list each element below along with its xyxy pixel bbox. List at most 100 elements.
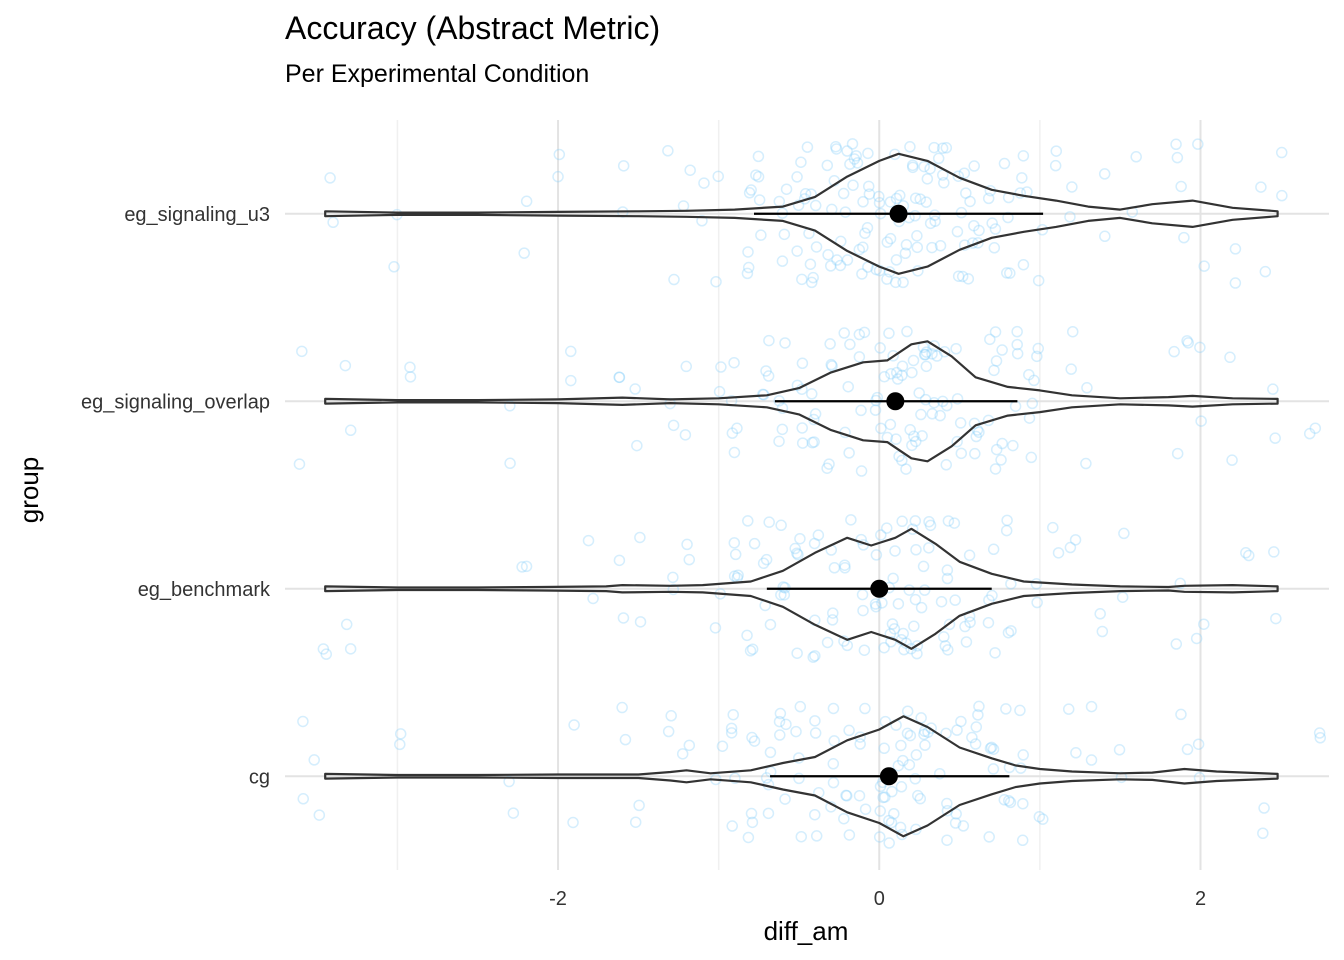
data-point bbox=[925, 722, 937, 734]
data-point bbox=[796, 273, 808, 286]
data-point bbox=[507, 807, 520, 819]
data-point bbox=[928, 396, 940, 409]
data-point bbox=[890, 433, 902, 445]
data-point bbox=[918, 728, 930, 741]
data-point bbox=[988, 364, 1000, 377]
data-point bbox=[791, 171, 803, 183]
data-point bbox=[909, 515, 922, 527]
y-tick-label: eg_benchmark bbox=[138, 579, 271, 601]
data-point bbox=[667, 571, 679, 584]
data-point bbox=[924, 519, 937, 532]
data-point bbox=[897, 627, 909, 640]
data-point bbox=[1002, 211, 1014, 224]
data-point bbox=[968, 160, 980, 172]
data-point bbox=[924, 162, 936, 175]
data-point bbox=[884, 232, 897, 245]
data-point bbox=[1182, 337, 1194, 349]
data-point bbox=[998, 794, 1011, 806]
data-point bbox=[795, 830, 808, 843]
data-point bbox=[729, 772, 741, 784]
data-point bbox=[870, 549, 883, 561]
data-point bbox=[884, 418, 897, 431]
data-point bbox=[883, 837, 895, 849]
data-point bbox=[394, 728, 407, 740]
data-point bbox=[827, 607, 839, 619]
data-point bbox=[942, 515, 955, 527]
data-point bbox=[633, 799, 645, 812]
data-point bbox=[824, 260, 837, 272]
data-point bbox=[613, 371, 626, 384]
data-point bbox=[941, 834, 953, 846]
data-point bbox=[959, 620, 971, 633]
data-point bbox=[683, 739, 696, 752]
y-axis-title: group bbox=[14, 457, 44, 524]
data-point bbox=[732, 569, 744, 581]
data-point bbox=[888, 807, 900, 820]
data-point bbox=[906, 366, 918, 379]
data-point bbox=[883, 814, 895, 827]
y-axis-ticks: eg_signaling_u3 eg_signaling_overlap eg_be… bbox=[81, 204, 271, 789]
data-point bbox=[968, 219, 980, 232]
data-point bbox=[729, 548, 742, 561]
data-point bbox=[907, 161, 919, 174]
data-point bbox=[1240, 547, 1252, 559]
data-point bbox=[850, 150, 862, 162]
data-point bbox=[1017, 258, 1030, 271]
data-point bbox=[877, 791, 889, 804]
data-point bbox=[895, 781, 908, 793]
data-point bbox=[504, 457, 516, 470]
data-point bbox=[1313, 727, 1326, 739]
data-point bbox=[801, 141, 814, 153]
data-point bbox=[878, 641, 890, 654]
data-point bbox=[871, 391, 884, 404]
data-point bbox=[918, 584, 931, 596]
data-point bbox=[989, 223, 1002, 235]
data-point bbox=[879, 791, 891, 803]
data-point bbox=[915, 601, 928, 614]
data-point bbox=[896, 360, 909, 372]
data-point bbox=[989, 326, 1002, 338]
chart-title: Accuracy (Abstract Metric) bbox=[285, 10, 660, 46]
data-point bbox=[567, 816, 579, 829]
data-point bbox=[774, 729, 786, 741]
data-point bbox=[834, 259, 847, 272]
data-point bbox=[857, 196, 869, 208]
data-point bbox=[728, 446, 741, 459]
data-point bbox=[807, 651, 819, 663]
data-point bbox=[841, 254, 854, 266]
data-point bbox=[948, 517, 961, 529]
data-point bbox=[885, 816, 898, 829]
data-point bbox=[909, 773, 921, 785]
y-tick-label: cg bbox=[249, 766, 270, 788]
data-point bbox=[297, 793, 309, 805]
data-point bbox=[520, 195, 533, 208]
data-point bbox=[1026, 397, 1039, 410]
data-point bbox=[918, 160, 930, 173]
data-point bbox=[890, 192, 903, 205]
data-point bbox=[878, 371, 891, 383]
data-point bbox=[910, 749, 923, 761]
data-point bbox=[830, 143, 843, 155]
data-point bbox=[914, 792, 927, 805]
data-point bbox=[776, 255, 789, 267]
data-point bbox=[1116, 591, 1129, 603]
data-point bbox=[764, 618, 777, 631]
data-point bbox=[741, 267, 754, 280]
data-point bbox=[746, 816, 759, 829]
data-point bbox=[894, 821, 907, 834]
data-point bbox=[1028, 374, 1040, 387]
data-point bbox=[713, 385, 726, 398]
data-point bbox=[982, 192, 995, 205]
violin-eg_signaling_u3 bbox=[324, 152, 1279, 275]
data-point bbox=[296, 345, 308, 358]
data-point bbox=[1181, 743, 1194, 756]
data-point bbox=[1003, 761, 1016, 774]
data-point bbox=[1070, 747, 1082, 759]
data-point bbox=[938, 631, 950, 643]
data-point bbox=[920, 196, 932, 208]
data-point bbox=[883, 327, 895, 340]
data-point bbox=[1011, 325, 1023, 338]
data-point bbox=[935, 595, 948, 608]
data-point bbox=[886, 618, 899, 630]
data-point bbox=[913, 387, 925, 399]
